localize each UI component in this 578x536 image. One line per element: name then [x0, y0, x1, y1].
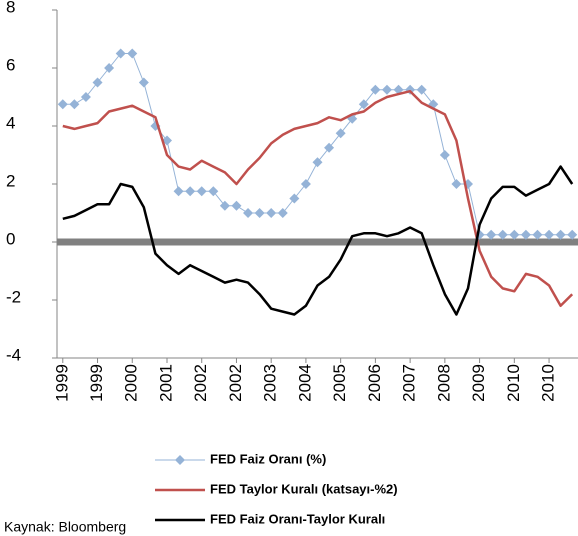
- marker: [439, 150, 450, 160]
- marker: [243, 208, 254, 218]
- marker: [497, 229, 508, 240]
- x-tick-label: 2010: [539, 364, 558, 402]
- source: Kaynak: Bloomberg: [4, 519, 126, 535]
- marker: [509, 229, 520, 240]
- marker: [127, 48, 138, 59]
- marker: [381, 84, 392, 95]
- y-tick-label: 4: [6, 113, 15, 132]
- x-tick-label: 2006: [365, 364, 384, 402]
- y-tick-label: 6: [6, 55, 15, 74]
- legend-label: FED Taylor Kuralı (katsayı-%2): [210, 481, 398, 496]
- marker: [277, 208, 288, 218]
- series-line: [62, 165, 574, 316]
- x-tick-label: 2009: [469, 364, 488, 402]
- x-tick-label: 1999: [52, 364, 71, 402]
- marker: [138, 77, 149, 88]
- marker: [219, 200, 230, 211]
- x-tick-label: 2010: [504, 364, 523, 402]
- x-tick-label: 2001: [156, 364, 175, 402]
- marker: [115, 48, 126, 59]
- x-tick-label: 2003: [261, 364, 280, 402]
- x-tick-label: 2005: [330, 364, 349, 402]
- marker: [196, 186, 207, 197]
- legend-label: FED Faiz Oranı-Taylor Kuralı: [210, 511, 385, 526]
- marker: [69, 99, 80, 110]
- marker: [555, 229, 566, 240]
- legend-marker: [175, 455, 185, 465]
- marker: [173, 186, 184, 197]
- marker: [335, 128, 346, 139]
- y-tick-label: 8: [6, 0, 15, 16]
- x-tick-label: 2002: [226, 364, 245, 402]
- marker: [185, 186, 196, 197]
- y-tick-label: -4: [6, 345, 21, 364]
- x-tick-label: 2002: [191, 364, 210, 402]
- marker: [451, 179, 462, 189]
- x-tick-label: 2008: [434, 364, 453, 402]
- series-line: [62, 53, 573, 236]
- marker: [254, 208, 265, 218]
- y-tick-label: -2: [6, 287, 21, 306]
- marker: [486, 229, 497, 240]
- marker: [80, 92, 91, 102]
- y-tick-label: 2: [6, 171, 15, 190]
- marker: [370, 84, 381, 95]
- marker: [358, 99, 369, 110]
- marker: [544, 229, 555, 240]
- marker: [266, 208, 277, 218]
- marker: [416, 84, 427, 95]
- marker: [300, 179, 311, 189]
- marker: [567, 229, 578, 240]
- marker: [520, 229, 531, 240]
- x-tick-label: 2000: [122, 364, 141, 402]
- marker: [312, 157, 323, 168]
- marker: [208, 186, 219, 197]
- x-tick-label: 2004: [295, 364, 314, 402]
- y-tick-label: 0: [6, 229, 15, 248]
- marker: [57, 99, 68, 110]
- marker: [324, 142, 335, 153]
- marker: [532, 229, 543, 240]
- x-tick-label: 1999: [87, 364, 106, 402]
- marker: [104, 63, 115, 73]
- marker: [231, 200, 242, 211]
- series-line: [62, 89, 574, 308]
- marker: [289, 193, 300, 204]
- legend-label: FED Faiz Oranı (%): [210, 451, 326, 466]
- x-tick-label: 2007: [400, 364, 419, 402]
- marker: [92, 77, 103, 88]
